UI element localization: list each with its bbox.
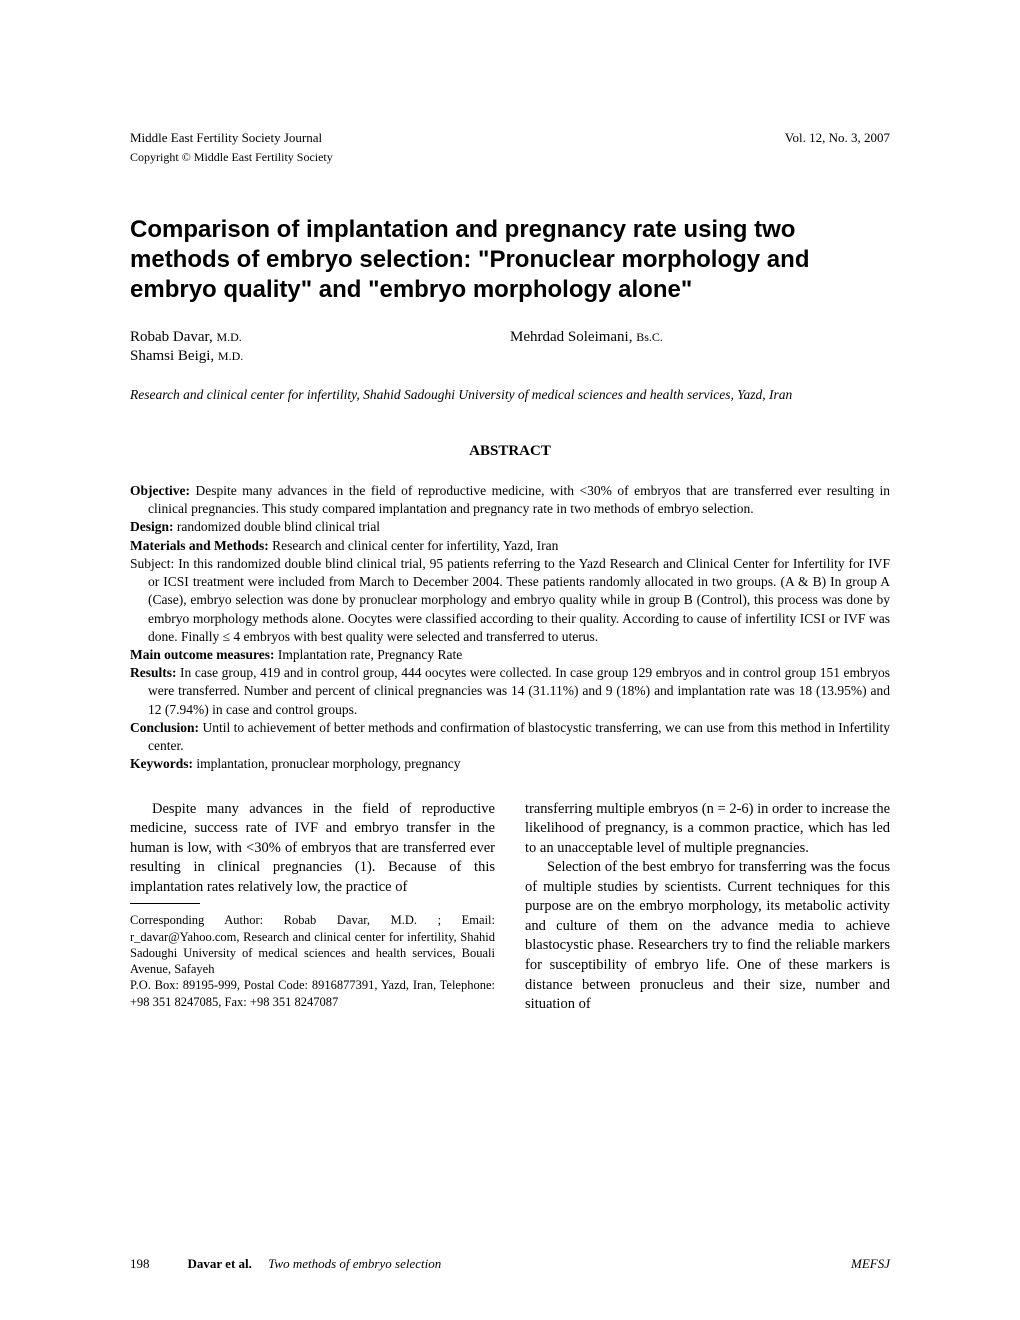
- article-title: Comparison of implantation and pregnancy…: [130, 215, 890, 305]
- design-label: Design:: [130, 519, 174, 534]
- author-1: Robab Davar, M.D.: [130, 329, 510, 346]
- journal-name: Middle East Fertility Society Journal: [130, 130, 322, 146]
- outcome-text: Implantation rate, Pregnancy Rate: [274, 647, 462, 662]
- objective-text: Despite many advances in the field of re…: [148, 483, 890, 516]
- results-label: Results:: [130, 665, 177, 680]
- footer-running-title: Two methods of embryo selection: [268, 1256, 441, 1271]
- body-left-para: Despite many advances in the field of re…: [130, 800, 495, 898]
- issue-info: Vol. 12, No. 3, 2007: [785, 130, 890, 146]
- page-footer: 198 Davar et al. Two methods of embryo s…: [130, 1256, 890, 1272]
- abstract-heading: ABSTRACT: [130, 443, 890, 460]
- footer-journal-abbrev: MEFSJ: [851, 1256, 890, 1272]
- materials-label: Materials and Methods:: [130, 538, 269, 553]
- author-3-name: Shamsi Beigi,: [130, 348, 218, 364]
- footer-author: Davar et al.: [188, 1256, 252, 1271]
- subject-text: Subject: In this randomized double blind…: [130, 555, 890, 646]
- footnote-divider: [130, 903, 200, 904]
- keywords-text: implantation, pronuclear morphology, pre…: [193, 756, 461, 771]
- affiliation: Research and clinical center for inferti…: [130, 387, 890, 403]
- conclusion-text: Until to achievement of better methods a…: [148, 720, 890, 753]
- author-2: Mehrdad Soleimani, Bs.C.: [510, 329, 890, 346]
- author-1-name: Robab Davar,: [130, 329, 216, 345]
- body-right-para-2: Selection of the best embryo for transfe…: [525, 858, 890, 1015]
- right-column: transferring multiple embryos (n = 2-6) …: [525, 800, 890, 1015]
- author-3-degree: M.D.: [218, 349, 243, 363]
- corresponding-author: Corresponding Author: Robab Davar, M.D. …: [130, 912, 495, 1010]
- corresp-line-1: Corresponding Author: Robab Davar, M.D. …: [130, 912, 495, 977]
- author-2-name: Mehrdad Soleimani,: [510, 329, 636, 345]
- author-2-degree: Bs.C.: [636, 330, 663, 344]
- author-3: Shamsi Beigi, M.D.: [130, 348, 510, 365]
- outcome-label: Main outcome measures:: [130, 647, 274, 662]
- objective-label: Objective:: [130, 483, 190, 498]
- conclusion-label: Conclusion:: [130, 720, 199, 735]
- body-right-para-1: transferring multiple embryos (n = 2-6) …: [525, 800, 890, 859]
- keywords-label: Keywords:: [130, 756, 193, 771]
- abstract-block: Objective: Despite many advances in the …: [130, 482, 890, 774]
- copyright-line: Copyright © Middle East Fertility Societ…: [130, 150, 890, 165]
- left-column: Despite many advances in the field of re…: [130, 800, 495, 1015]
- results-text: In case group, 419 and in control group,…: [148, 665, 890, 716]
- author-1-degree: M.D.: [216, 330, 241, 344]
- materials-text: Research and clinical center for inferti…: [269, 538, 559, 553]
- body-columns: Despite many advances in the field of re…: [130, 800, 890, 1015]
- design-text: randomized double blind clinical trial: [174, 519, 381, 534]
- corresp-line-2: P.O. Box: 89195-999, Postal Code: 891687…: [130, 977, 495, 1010]
- page-number: 198: [130, 1256, 150, 1272]
